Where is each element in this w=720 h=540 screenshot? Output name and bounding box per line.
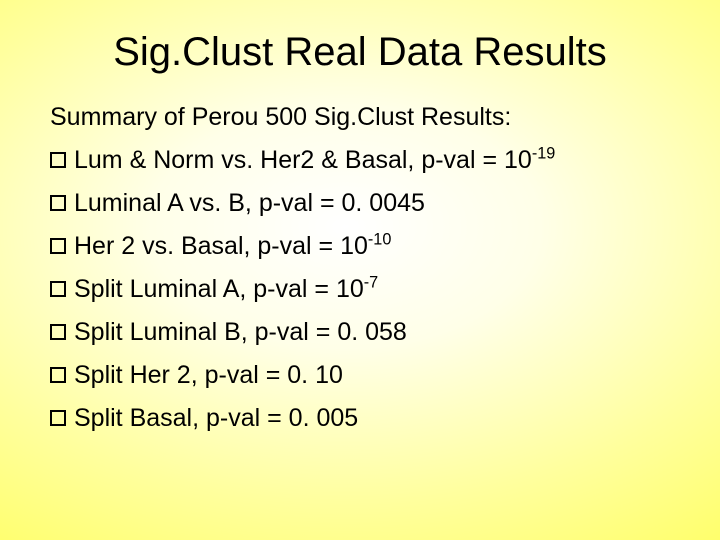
list-item: Split Basal, p-val = 0. 005 xyxy=(50,404,670,433)
bullet-prefix: Split Her 2, p-val = 0. 10 xyxy=(74,361,343,389)
bullet-text: Split Her 2, p-val = 0. 10 xyxy=(74,361,670,390)
bullet-prefix: Split Luminal B, p-val = 0. 058 xyxy=(74,318,407,346)
square-bullet-icon xyxy=(50,195,66,211)
list-item: Luminal A vs. B, p-val = 0. 0045 xyxy=(50,189,670,218)
summary-line: Summary of Perou 500 Sig.Clust Results: xyxy=(50,103,670,132)
square-bullet-icon xyxy=(50,281,66,297)
bullet-prefix: Split Basal, p-val = 0. 005 xyxy=(74,404,358,432)
bullet-prefix: Luminal A vs. B, p-val = 0. 0045 xyxy=(74,189,425,217)
bullet-text: Split Luminal A, p-val = 10-7 xyxy=(74,275,670,304)
square-bullet-icon xyxy=(50,410,66,426)
list-item: Her 2 vs. Basal, p-val = 10-10 xyxy=(50,232,670,261)
list-item: Split Luminal A, p-val = 10-7 xyxy=(50,275,670,304)
bullet-prefix: Split Luminal A, p-val = 10 xyxy=(74,275,364,303)
bullet-sup: -19 xyxy=(532,145,556,163)
bullet-prefix: Her 2 vs. Basal, p-val = 10 xyxy=(74,232,368,260)
list-item: Split Her 2, p-val = 0. 10 xyxy=(50,361,670,390)
bullet-sup: -7 xyxy=(364,274,378,292)
bullet-prefix: Lum & Norm vs. Her2 & Basal, p-val = 10 xyxy=(74,146,532,174)
square-bullet-icon xyxy=(50,367,66,383)
square-bullet-icon xyxy=(50,152,66,168)
bullet-list: Lum & Norm vs. Her2 & Basal, p-val = 10-… xyxy=(50,146,670,433)
slide-title: Sig.Clust Real Data Results xyxy=(50,30,670,75)
bullet-text: Luminal A vs. B, p-val = 0. 0045 xyxy=(74,189,670,218)
bullet-text: Split Basal, p-val = 0. 005 xyxy=(74,404,670,433)
list-item: Lum & Norm vs. Her2 & Basal, p-val = 10-… xyxy=(50,146,670,175)
bullet-text: Split Luminal B, p-val = 0. 058 xyxy=(74,318,670,347)
square-bullet-icon xyxy=(50,238,66,254)
bullet-text: Lum & Norm vs. Her2 & Basal, p-val = 10-… xyxy=(74,146,670,175)
square-bullet-icon xyxy=(50,324,66,340)
slide: Sig.Clust Real Data Results Summary of P… xyxy=(0,0,720,477)
bullet-sup: -10 xyxy=(368,231,392,249)
bullet-text: Her 2 vs. Basal, p-val = 10-10 xyxy=(74,232,670,261)
list-item: Split Luminal B, p-val = 0. 058 xyxy=(50,318,670,347)
